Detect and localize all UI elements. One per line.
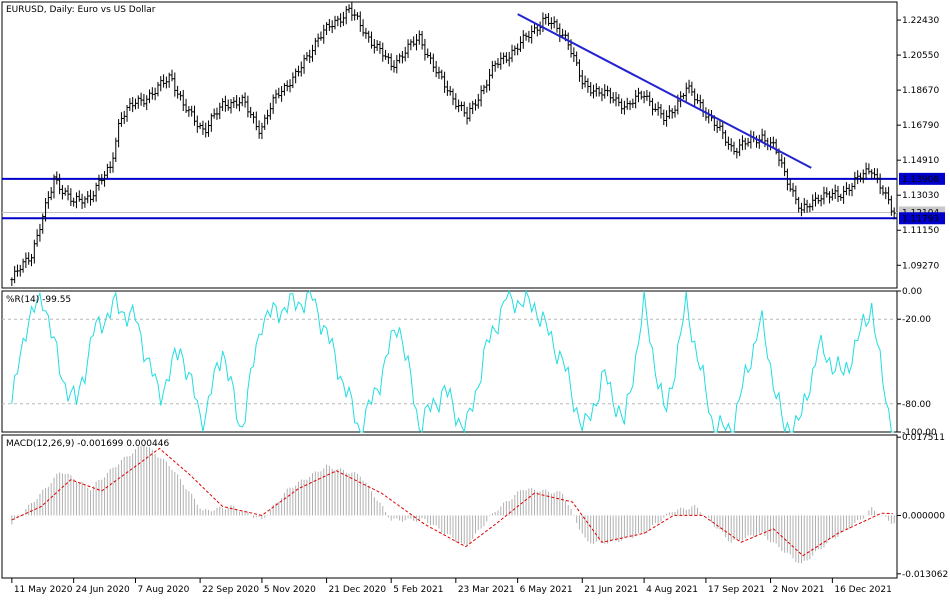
main-frame — [1, 1, 898, 289]
level-tag-0: 1.13908 — [902, 175, 939, 185]
x-tick-label-4: 5 Nov 2020 — [264, 585, 316, 595]
wpr-tick-3: -100.00 — [902, 428, 937, 438]
x-tick-label-9: 21 Jun 2021 — [584, 585, 638, 595]
x-tick-label-0: 11 May 2020 — [14, 585, 73, 595]
wpr-label: %R(14) -99.55 — [6, 295, 71, 305]
wpr-tick-1: -20.00 — [902, 315, 931, 325]
macd-tick-1: 0.000000 — [902, 511, 945, 521]
price-tick-1: 1.20550 — [902, 51, 939, 61]
price-tick-2: 1.18670 — [902, 86, 939, 96]
x-tick-label-2: 7 Aug 2020 — [137, 585, 189, 595]
macd-pane: 0.017511 0.000000 -0.013062 — [1, 433, 948, 580]
x-tick-label-5: 21 Dec 2020 — [329, 585, 387, 595]
chart-title: EURUSD, Daily: Euro vs US Dollar — [6, 5, 156, 15]
x-tick-label-13: 16 Dec 2021 — [834, 585, 892, 595]
x-tick-label-12: 2 Nov 2021 — [773, 585, 825, 595]
macd-label: MACD(12,26,9) -0.001699 0.000446 — [6, 439, 169, 449]
price-tick-4: 1.14910 — [902, 156, 939, 166]
level-tag-1: 1.11793 — [902, 214, 939, 224]
price-tick-6: 1.11150 — [902, 226, 939, 236]
price-tick-0: 1.22430 — [902, 16, 939, 26]
x-tick-label-11: 17 Sep 2021 — [708, 585, 765, 595]
x-tick-label-8: 6 May 2021 — [520, 585, 573, 595]
x-tick-label-6: 5 Feb 2021 — [393, 585, 443, 595]
x-tick-label-7: 23 Mar 2021 — [458, 585, 515, 595]
wpr-line — [11, 289, 895, 434]
time-axis: 11 May 2020 24 Jun 2020 7 Aug 2020 22 Sep 2… — [11, 578, 892, 595]
williams-r-pane: 0.00 -20.00 -80.00 -100.00 — [1, 287, 937, 438]
price-pane: 1.22430 1.20550 1.18670 1.16790 1.14910 1.130… — [1, 1, 945, 289]
macd-tick-2: -0.013062 — [902, 570, 948, 580]
wpr-tick-2: -80.00 — [902, 400, 931, 410]
trendline — [517, 13, 812, 169]
wpr-tick-0: 0.00 — [902, 287, 922, 297]
wpr-frame — [1, 290, 898, 433]
price-tick-7: 1.09270 — [902, 261, 939, 271]
macd-tick-0: 0.017511 — [902, 433, 945, 443]
x-tick-label-3: 22 Sep 2020 — [202, 585, 259, 595]
x-tick-label-1: 24 Jun 2020 — [76, 585, 130, 595]
x-tick-label-10: 4 Aug 2021 — [646, 585, 698, 595]
level-tag-1-bg — [899, 212, 945, 225]
price-tick-5: 1.13030 — [902, 191, 939, 201]
macd-frame — [1, 434, 898, 579]
macd-signal-line — [11, 447, 893, 557]
level-tag-0-bg — [899, 172, 945, 185]
price-tick-3: 1.16790 — [902, 121, 939, 131]
